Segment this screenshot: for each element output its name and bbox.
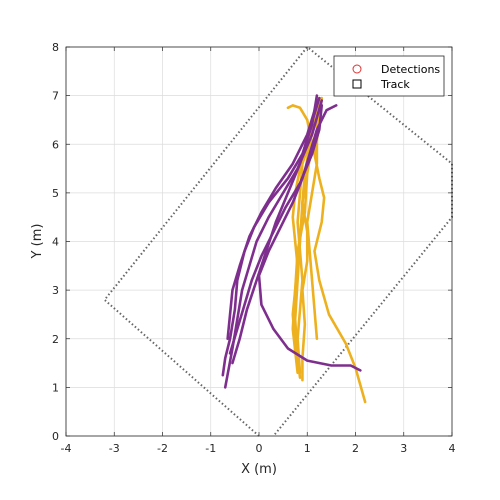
x-tick-label: -3: [109, 442, 120, 455]
track-line-6: [305, 133, 319, 341]
y-axis-label: Y (m): [30, 224, 45, 260]
x-tick-label: -2: [157, 442, 168, 455]
legend-track-marker: [352, 79, 362, 89]
y-tick-label: 7: [52, 90, 59, 103]
x-axis-label: X (m): [241, 462, 277, 477]
tracks: [221, 94, 367, 404]
y-tick-label: 2: [52, 333, 59, 346]
x-tick-label: 2: [352, 442, 359, 455]
x-tick-label: 4: [449, 442, 456, 455]
y-tick-label: 4: [52, 236, 59, 249]
x-tick-label: 3: [400, 442, 407, 455]
coverage-region: [103, 45, 453, 437]
x-tick-label: 1: [304, 442, 311, 455]
y-tick-label: 3: [52, 284, 59, 297]
y-tick-label: 8: [52, 41, 59, 54]
x-tick-label: -1: [205, 442, 216, 455]
y-tick-label: 0: [52, 430, 59, 443]
legend-track-label: Track: [380, 78, 410, 91]
y-tick-label: 6: [52, 138, 59, 151]
track-line-2: [313, 96, 367, 404]
y-tick-label: 5: [52, 187, 59, 200]
x-tick-labels: -4 -3 -2 -1 0 1 2 3 4: [61, 442, 456, 455]
axes-box: [65, 46, 453, 437]
track-line-10: [226, 101, 319, 341]
y-tick-labels: 0 1 2 3 4 5 6 7 8: [52, 41, 59, 443]
y-tick-label: 1: [52, 381, 59, 394]
track-line-12: [228, 104, 324, 355]
track-line-11: [257, 104, 362, 372]
legend-detections-label: Detections: [381, 63, 440, 76]
x-tick-label: 0: [256, 442, 263, 455]
x-tick-label: -4: [61, 442, 72, 455]
legend-box: [333, 55, 445, 97]
legend: Detections Track: [333, 55, 445, 97]
legend-detections-marker: [352, 64, 362, 74]
